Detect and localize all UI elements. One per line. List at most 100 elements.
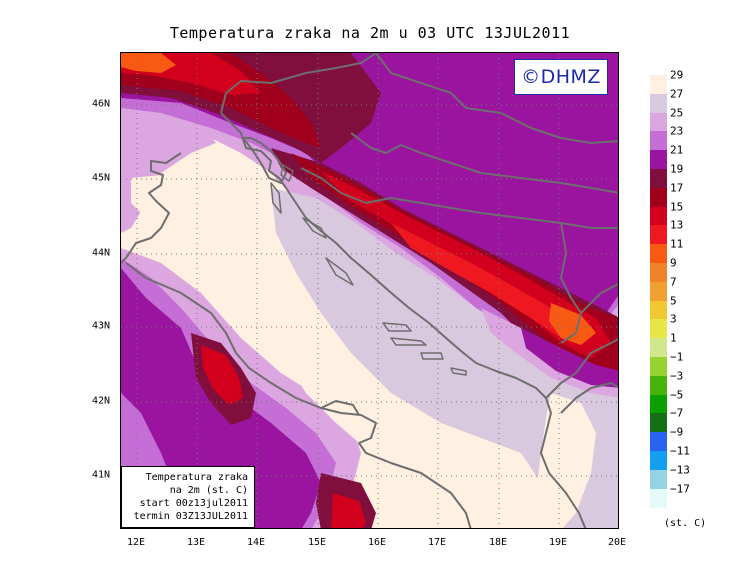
field-zone-albania-29	[536, 393, 596, 528]
legend-label: 1	[670, 331, 677, 345]
legend-label: 17	[670, 181, 684, 195]
lon-label-17e: 17E	[427, 537, 447, 548]
legend-swatch	[650, 300, 667, 320]
coastline-croatia	[220, 112, 587, 528]
legend-label: −7	[670, 406, 684, 420]
legend-swatch	[650, 187, 667, 207]
legend-label: −11	[670, 444, 690, 458]
info-line-start: start 00z13jul2011	[139, 498, 248, 509]
legend-swatch	[650, 93, 667, 113]
lon-label-15e: 15E	[307, 537, 327, 548]
lon-label-16e: 16E	[367, 537, 387, 548]
island-mljet	[450, 367, 467, 376]
field-zone-abruzzo-15	[201, 345, 243, 405]
border-austria-hungary	[375, 53, 618, 144]
field-zone-sea-27	[291, 253, 481, 403]
field-zone-balkan-21	[521, 328, 618, 388]
legend-label: 9	[670, 256, 677, 270]
lon-label-20e: 20E	[607, 537, 627, 548]
legend-label: 23	[670, 124, 684, 138]
info-box: Temperatura zraka na 2m (st. C) start 00…	[121, 466, 255, 528]
map-borders	[121, 53, 618, 528]
lon-label-13e: 13E	[186, 537, 206, 548]
legend-swatch	[650, 150, 667, 170]
border-slovenia	[220, 53, 377, 114]
legend-label: 3	[670, 312, 677, 326]
legend-label: 5	[670, 294, 677, 308]
coastline-italy	[121, 152, 182, 264]
island-pag	[302, 217, 327, 239]
legend-swatch	[650, 394, 667, 414]
coastline-istria	[242, 137, 287, 184]
legend-label: −17	[670, 482, 690, 496]
border-bosnia-serbia	[560, 222, 582, 344]
legend-swatch	[650, 338, 667, 358]
island-cres	[270, 182, 282, 214]
lat-label-46n: 46N	[92, 98, 111, 110]
lat-label-43n: 43N	[92, 320, 111, 332]
map-title: Temperatura zraka na 2m u 03 UTC 13JUL20…	[169, 24, 571, 42]
legend-label: −13	[670, 463, 690, 477]
legend-swatch	[650, 413, 667, 433]
legend-swatch	[650, 375, 667, 395]
lat-label-44n: 44N	[92, 247, 111, 259]
field-zone-sea-29	[131, 173, 551, 528]
lat-label-41n: 41N	[92, 469, 111, 481]
legend-label: 19	[670, 162, 684, 176]
legend-label: 7	[670, 275, 677, 289]
legend-label: 21	[670, 143, 684, 157]
field-zone-adriatic-27	[271, 188, 618, 528]
legend-swatch	[650, 112, 667, 132]
legend-swatch	[650, 131, 667, 151]
field-zone-south-15	[331, 493, 366, 528]
island-dugi-otok	[325, 257, 354, 286]
field-zone-montenegro-11	[549, 303, 596, 345]
dhmz-logo: ©DHMZ	[514, 59, 608, 95]
temperature-field	[121, 53, 618, 528]
legend-swatch	[650, 75, 667, 94]
temperature-map: ©DHMZ Temperatura zraka na 2m (st. C) st…	[120, 52, 619, 529]
legend-swatch	[650, 206, 667, 226]
border-croatia-hungary	[350, 132, 618, 194]
lat-label-45n: 45N	[92, 172, 111, 184]
island-korcula	[420, 352, 444, 360]
island-brac	[382, 322, 412, 332]
info-line-units: na 2m (st. C)	[169, 485, 248, 496]
legend-swatch	[650, 225, 667, 245]
field-zone-dinaric-13	[391, 223, 576, 338]
legend-label: 11	[670, 237, 684, 251]
island-hvar	[390, 337, 427, 346]
legend-label: 25	[670, 106, 684, 120]
legend-label: 15	[670, 200, 684, 214]
lat-label-42n: 42N	[92, 395, 111, 407]
legend-label: −9	[670, 425, 684, 439]
legend-label: 13	[670, 218, 684, 232]
legend-swatch	[650, 432, 667, 452]
legend-units: (st. C)	[664, 518, 707, 529]
border-albania	[560, 382, 618, 414]
legend-swatch	[650, 451, 667, 470]
lon-label-14e: 14E	[246, 537, 266, 548]
coastline-gargano	[320, 400, 360, 416]
info-line-parameter: Temperatura zraka	[145, 472, 248, 483]
info-line-termin: termin 03Z13JUL2011	[133, 511, 248, 522]
lon-label-18e: 18E	[488, 537, 508, 548]
legend-swatch	[650, 488, 667, 508]
border-serbia-east	[580, 282, 618, 314]
legend-label: 27	[670, 87, 684, 101]
lon-label-12e: 12E	[126, 537, 146, 548]
legend-label: −3	[670, 369, 684, 383]
legend-swatch	[650, 244, 667, 264]
legend-label: −5	[670, 388, 684, 402]
legend-swatch	[650, 357, 667, 376]
legend-label: 29	[670, 68, 684, 82]
border-croatia-bosnia	[300, 167, 618, 229]
legend-swatch	[650, 319, 667, 339]
legend-swatch	[650, 263, 667, 282]
border-montenegro	[545, 337, 618, 399]
field-zone-north-11	[121, 53, 176, 73]
legend-label: −1	[670, 350, 684, 364]
legend-swatch	[650, 281, 667, 301]
legend-swatch	[650, 469, 667, 489]
lon-label-19e: 19E	[548, 537, 568, 548]
